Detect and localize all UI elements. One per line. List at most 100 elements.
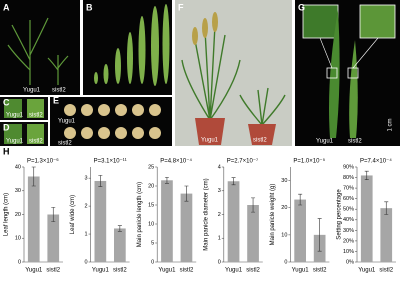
bar xyxy=(114,228,126,262)
p-value: P=1.0×10⁻⁵ xyxy=(293,158,325,165)
photo-text: Yugu1 xyxy=(316,139,334,145)
y-tick-label: 20 xyxy=(281,205,287,211)
x-tick-label: sistl2 xyxy=(180,268,194,274)
y-tick-label: 1 xyxy=(85,232,88,238)
y-tick-label: 60% xyxy=(343,196,354,202)
photo-text: sistl2 xyxy=(29,139,43,145)
y-tick-label: 0 xyxy=(284,259,287,265)
panel-label: G xyxy=(298,2,305,12)
error-bar xyxy=(384,201,389,215)
y-tick-label: 0 xyxy=(85,259,88,265)
y-axis-label: Setting percentage xyxy=(337,189,343,240)
photo-text: Yugu1 xyxy=(58,119,76,125)
error-bar xyxy=(251,197,256,213)
y-tick-label: 10 xyxy=(15,236,21,242)
y-tick-label: 1 xyxy=(218,236,221,242)
y-tick-label: 25 xyxy=(148,164,154,170)
photo-text: sistl2 xyxy=(58,141,72,147)
y-tick-label: 2 xyxy=(85,204,88,210)
photo-d: D Yugu1 sistl2 xyxy=(0,122,48,146)
y-tick-label: 3 xyxy=(218,188,221,194)
error-bar xyxy=(164,176,169,184)
p-value: P=7.4×10⁻⁴ xyxy=(360,158,392,165)
scale-text: 1 cm xyxy=(388,118,394,131)
y-tick-label: 70% xyxy=(343,186,354,192)
photo-text: Yugu1 xyxy=(201,138,219,144)
x-tick-label: sistl2 xyxy=(46,268,60,274)
x-tick-label: Yugu1 xyxy=(358,268,376,274)
y-axis-label: Main panicle weight (g) xyxy=(270,184,276,246)
bar xyxy=(47,214,60,262)
error-bar xyxy=(51,207,56,222)
error-bar xyxy=(98,175,103,187)
photo-text: sistl2 xyxy=(52,88,66,94)
y-tick-label: 0 xyxy=(18,259,21,265)
y-axis-label: Main panicle diameter (cm) xyxy=(203,178,209,250)
y-tick-label: 0 xyxy=(218,259,221,265)
panel-label: F xyxy=(178,2,184,12)
x-tick-label: Yugu1 xyxy=(92,268,110,274)
x-tick-label: Yugu1 xyxy=(25,268,43,274)
photo-c: C Yugu1 sistl2 xyxy=(0,97,48,120)
y-tick-label: 30 xyxy=(281,178,287,184)
y-axis-label: Leaf wide (cm) xyxy=(70,195,76,234)
y-axis-label: Leaf length (cm) xyxy=(4,193,10,236)
error-bar xyxy=(298,193,303,206)
photo-text: Yugu1 xyxy=(6,139,24,145)
photo-f: F Yugu1 sistl2 xyxy=(175,0,292,146)
x-tick-label: Yugu1 xyxy=(225,268,243,274)
bar xyxy=(94,180,107,262)
x-tick-label: Yugu1 xyxy=(292,268,310,274)
bar xyxy=(161,180,173,262)
bar xyxy=(380,208,393,262)
bar xyxy=(247,205,259,262)
y-tick-label: 0% xyxy=(346,259,354,265)
bar xyxy=(27,176,40,262)
panel-label: H xyxy=(3,146,10,156)
error-bar xyxy=(317,218,322,252)
y-tick-label: 10 xyxy=(148,221,154,227)
bar xyxy=(180,193,193,262)
photo-text: sistl2 xyxy=(253,138,267,144)
y-tick-label: 0 xyxy=(151,259,154,265)
y-tick-label: 80% xyxy=(343,175,354,181)
y-axis-label: Main panicle length (cm) xyxy=(137,182,143,247)
x-tick-label: sistl2 xyxy=(313,268,327,274)
photo-text: Yugu1 xyxy=(23,88,41,94)
y-tick-label: 10 xyxy=(281,232,287,238)
bar xyxy=(360,175,373,262)
panel-label: C xyxy=(3,97,10,107)
bar xyxy=(294,199,306,262)
y-tick-label: 30 xyxy=(15,188,21,194)
y-tick-label: 20 xyxy=(148,183,154,189)
y-tick-label: 3 xyxy=(85,176,88,182)
x-tick-label: sistl2 xyxy=(379,268,393,274)
photo-g: G Yugu1 sistl2 1 cm xyxy=(295,0,400,146)
panel-label: E xyxy=(53,95,59,105)
panel-label: D xyxy=(3,122,10,132)
panel-label: B xyxy=(86,2,93,12)
bar xyxy=(227,181,240,262)
error-bar xyxy=(184,185,189,202)
p-value: P=2.7×10⁻⁷ xyxy=(227,158,258,165)
error-bar xyxy=(364,170,369,180)
x-tick-label: Yugu1 xyxy=(158,268,176,274)
y-tick-label: 2 xyxy=(218,212,221,218)
y-tick-label: 20% xyxy=(343,238,354,244)
photo-text: sistl2 xyxy=(348,139,362,145)
photo-e: E Yugu1 sistl2 xyxy=(50,95,172,147)
x-tick-label: sistl2 xyxy=(246,268,260,274)
photo-text: Yugu1 xyxy=(6,113,24,119)
x-tick-label: sistl2 xyxy=(113,268,127,274)
photo-b: B xyxy=(83,0,172,95)
error-bar xyxy=(31,166,36,187)
error-bar xyxy=(231,177,236,186)
photo-a: A Yugu1 sistl2 xyxy=(0,0,80,95)
y-tick-label: 40% xyxy=(343,217,354,223)
p-value: P=4.8×10⁻⁴ xyxy=(160,158,192,165)
y-tick-label: 30% xyxy=(343,228,354,234)
y-tick-label: 10% xyxy=(343,249,354,255)
y-tick-label: 40 xyxy=(15,164,21,170)
p-value: P=3.1×10⁻¹¹ xyxy=(94,159,127,165)
